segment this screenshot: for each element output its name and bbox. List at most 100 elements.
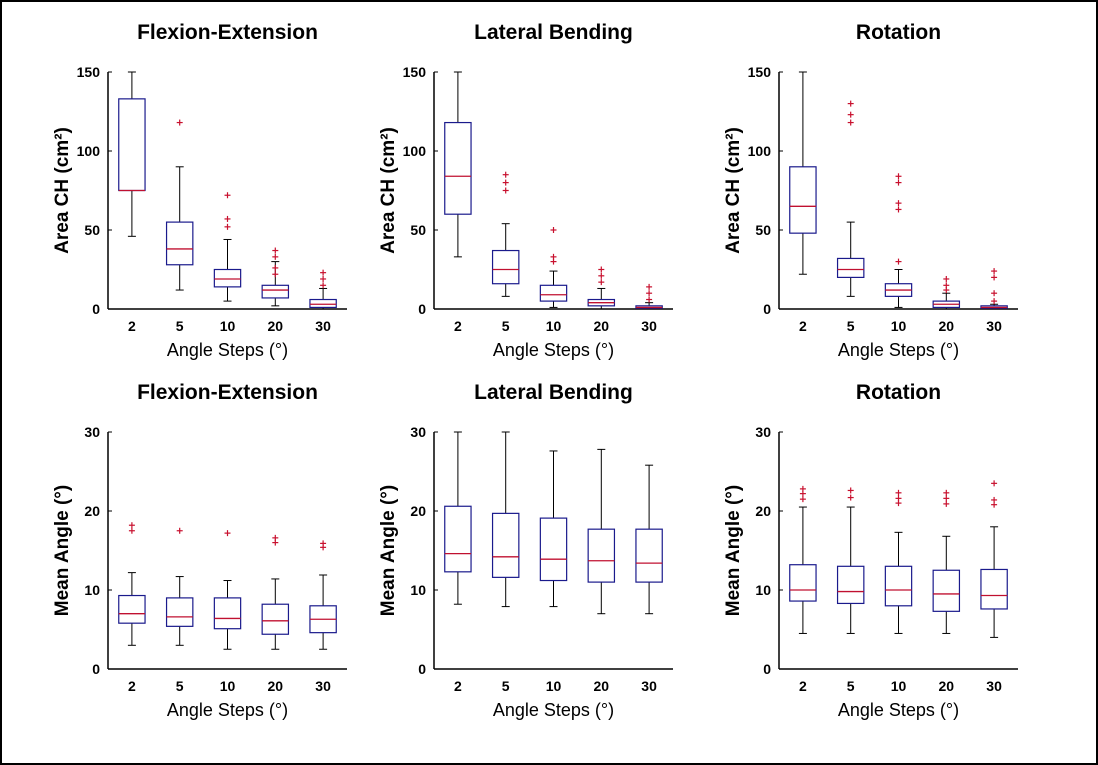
box-30	[635, 283, 663, 310]
chart-title: Flexion-Extension	[137, 381, 318, 404]
box-20	[587, 448, 616, 615]
box-10	[539, 450, 568, 608]
y-tick-label: 0	[763, 301, 771, 317]
y-tick-label: 30	[410, 424, 426, 440]
y-axis-label: Area CH (cm²)	[52, 127, 73, 254]
box-iqr	[836, 257, 865, 279]
box-iqr	[980, 568, 1008, 610]
box-iqr	[261, 284, 290, 299]
x-tick-label: 5	[502, 318, 510, 334]
chart-panel: Lateral Bending 0 50 100 150 2 5 10 20 30 Angle St…	[378, 21, 673, 360]
box-20	[932, 275, 961, 310]
box-5	[491, 171, 520, 297]
y-tick-label: 100	[403, 143, 427, 159]
y-tick-label: 0	[418, 661, 426, 677]
x-tick-label: 20	[594, 318, 610, 334]
x-tick-label: 2	[454, 678, 462, 694]
y-tick-label: 50	[84, 222, 100, 238]
box-iqr	[587, 528, 616, 583]
box-2	[789, 71, 817, 275]
box-5	[836, 100, 865, 297]
x-tick-label: 30	[315, 318, 331, 334]
y-tick-label: 30	[755, 424, 771, 440]
box-iqr	[261, 603, 290, 635]
x-tick-label: 10	[220, 318, 236, 334]
box-iqr	[539, 284, 568, 302]
x-tick-label: 20	[594, 678, 610, 694]
box-10	[213, 192, 242, 302]
y-axis-label: Area CH (cm²)	[723, 127, 744, 254]
box-iqr	[165, 221, 194, 266]
box-10	[884, 173, 913, 308]
box-iqr	[836, 565, 865, 605]
box-5	[165, 527, 194, 646]
x-tick-label: 2	[128, 318, 136, 334]
y-tick-label: 100	[77, 143, 101, 159]
x-tick-label: 2	[799, 678, 807, 694]
box-iqr	[444, 505, 472, 573]
y-axis-label: Mean Angle (°)	[378, 485, 399, 616]
x-tick-label: 10	[546, 678, 562, 694]
y-tick-label: 30	[84, 424, 100, 440]
box-30	[635, 464, 663, 615]
box-30	[309, 269, 337, 310]
x-axis-label: Angle Steps (°)	[493, 340, 614, 360]
y-tick-label: 20	[755, 503, 771, 519]
x-tick-label: 10	[891, 678, 907, 694]
box-30	[980, 480, 1008, 638]
x-tick-label: 2	[454, 318, 462, 334]
box-iqr	[789, 564, 817, 602]
y-tick-label: 20	[410, 503, 426, 519]
y-tick-label: 0	[418, 301, 426, 317]
box-iqr	[213, 597, 242, 630]
box-2	[789, 485, 817, 634]
x-tick-label: 5	[176, 678, 184, 694]
x-tick-label: 30	[315, 678, 331, 694]
chart-title: Flexion-Extension	[137, 21, 318, 44]
box-2	[444, 71, 472, 258]
y-axis-label: Mean Angle (°)	[723, 485, 744, 616]
x-axis-label: Angle Steps (°)	[167, 700, 288, 720]
y-tick-label: 0	[92, 301, 100, 317]
box-iqr	[444, 121, 472, 215]
x-tick-label: 30	[986, 318, 1002, 334]
chart-panel: Rotation 0 50 100 150 2 5 10 20 30 Angle Steps (°)…	[723, 21, 1018, 360]
x-tick-label: 5	[502, 678, 510, 694]
chart-panel: Rotation 0 10 20 30 2 5 10 20 30 Angle Steps (°) Me…	[723, 381, 1018, 720]
x-tick-label: 5	[847, 318, 855, 334]
box-5	[836, 487, 865, 634]
box-iqr	[491, 249, 520, 285]
x-axis-label: Angle Steps (°)	[838, 700, 959, 720]
x-tick-label: 20	[939, 678, 955, 694]
box-iqr	[165, 597, 194, 627]
box-iqr	[213, 268, 242, 288]
box-iqr	[789, 166, 817, 234]
chart-panel: Flexion-Extension 0 50 100 150 2 5 10 20 30 Angle …	[52, 21, 347, 360]
y-tick-label: 0	[92, 661, 100, 677]
x-tick-label: 2	[799, 318, 807, 334]
box-iqr	[491, 512, 520, 578]
x-tick-label: 20	[268, 678, 284, 694]
box-iqr	[539, 517, 568, 582]
y-tick-label: 150	[77, 64, 101, 80]
y-tick-label: 10	[410, 582, 426, 598]
y-tick-label: 10	[84, 582, 100, 598]
y-tick-label: 150	[403, 64, 427, 80]
y-tick-label: 20	[84, 503, 100, 519]
chart-panel: Lateral Bending 0 10 20 30 2 5 10 20 30 Angle Step…	[378, 381, 673, 720]
x-tick-label: 10	[220, 678, 236, 694]
box-iqr	[118, 594, 146, 624]
box-iqr	[932, 569, 961, 612]
box-10	[539, 227, 568, 308]
x-tick-label: 5	[176, 318, 184, 334]
x-axis-label: Angle Steps (°)	[493, 700, 614, 720]
y-tick-label: 0	[763, 661, 771, 677]
y-axis-label: Mean Angle (°)	[52, 485, 73, 616]
box-2	[444, 431, 472, 605]
y-axis-label: Area CH (cm²)	[378, 127, 399, 254]
box-20	[587, 266, 616, 310]
box-10	[213, 530, 242, 650]
y-tick-label: 10	[755, 582, 771, 598]
